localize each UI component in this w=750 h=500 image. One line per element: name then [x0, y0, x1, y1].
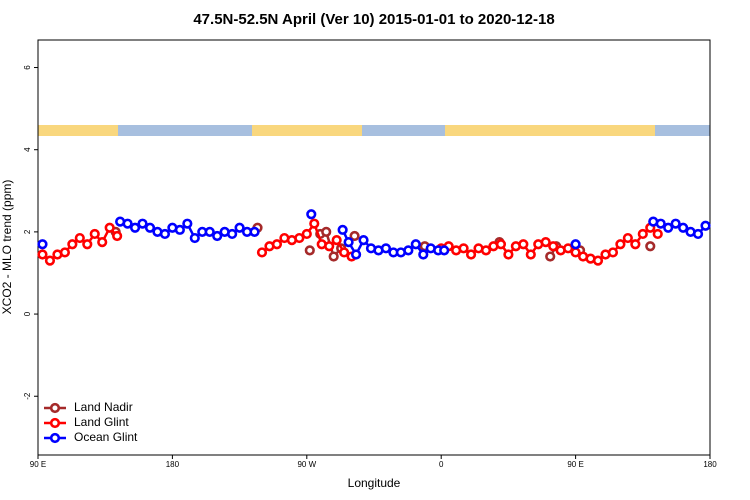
point: [540, 237, 551, 248]
x-tick-label: 90 W: [297, 460, 316, 469]
point: [545, 251, 556, 262]
y-tick-label: 2: [23, 229, 32, 234]
point: [503, 249, 514, 260]
point: [174, 224, 185, 235]
legend-label: Land Nadir: [74, 400, 133, 414]
point: [301, 228, 312, 240]
point: [403, 245, 414, 256]
point: [129, 222, 141, 233]
point: [607, 247, 619, 258]
y-tick-label: 6: [23, 65, 32, 70]
point: [306, 209, 317, 220]
point: [495, 239, 507, 250]
point: [339, 247, 350, 258]
point: [518, 239, 529, 250]
point: [343, 237, 354, 248]
chart-title: 47.5N-52.5N April (Ver 10) 2015-01-01 to…: [193, 11, 554, 28]
point: [637, 228, 648, 240]
point: [204, 226, 215, 237]
point: [137, 218, 148, 229]
point: [337, 224, 348, 235]
point: [380, 243, 392, 254]
point: [144, 222, 156, 233]
point: [97, 237, 108, 248]
point: [548, 241, 559, 252]
point: [189, 232, 200, 244]
x-tick-label: 180: [166, 460, 180, 469]
point: [234, 222, 245, 233]
point: [480, 245, 492, 256]
point: [271, 239, 283, 250]
legend-label: Land Glint: [74, 415, 129, 429]
point: [67, 239, 78, 250]
legend-marker: [49, 402, 61, 414]
point: [410, 239, 421, 250]
legend-marker: [49, 432, 61, 444]
point: [304, 245, 315, 256]
point: [328, 251, 339, 262]
plot-frame: [37, 39, 711, 456]
x-tick-label: 180: [703, 460, 717, 469]
point: [182, 218, 193, 229]
point: [350, 249, 362, 260]
point: [655, 218, 666, 229]
point: [678, 222, 689, 233]
point: [324, 241, 335, 252]
point: [358, 235, 369, 246]
point: [256, 247, 268, 258]
point: [615, 239, 626, 250]
land-mask-strip: [38, 125, 710, 136]
point: [570, 239, 581, 250]
point: [122, 218, 133, 229]
point: [104, 222, 115, 233]
x-axis-label: Longitude: [348, 476, 401, 490]
point: [331, 235, 342, 246]
point: [227, 228, 238, 240]
legend-marker: [49, 417, 61, 429]
point: [465, 249, 477, 260]
x-tick-label: 0: [439, 460, 444, 469]
point: [458, 243, 469, 254]
point: [645, 241, 656, 252]
point: [418, 249, 429, 260]
point: [309, 218, 320, 229]
point: [692, 228, 704, 240]
point: [700, 220, 711, 231]
legend-label: Ocean Glint: [74, 430, 138, 444]
y-tick-label: 4: [23, 147, 32, 152]
point: [37, 249, 48, 260]
x-tick-label: 90 E: [30, 460, 46, 469]
point: [622, 232, 633, 244]
point: [59, 247, 70, 258]
y-tick-label: 0: [23, 311, 32, 316]
point: [349, 230, 360, 242]
point: [525, 249, 536, 260]
point: [159, 228, 171, 240]
point: [112, 230, 123, 242]
point: [563, 243, 574, 254]
point: [89, 228, 100, 240]
point: [44, 255, 56, 266]
y-axis-label: XCO2 - MLO trend (ppm): [0, 180, 14, 315]
point: [630, 239, 641, 250]
point: [37, 239, 48, 250]
point: [439, 245, 450, 256]
point: [82, 239, 93, 250]
point: [212, 230, 223, 242]
point: [652, 228, 663, 240]
point: [592, 255, 604, 266]
point: [249, 226, 260, 237]
point: [294, 232, 305, 244]
point: [74, 232, 85, 244]
y-tick-label: -2: [23, 392, 32, 400]
point: [670, 218, 681, 229]
point: [663, 222, 674, 233]
x-tick-label: 90 E: [567, 460, 583, 469]
point: [321, 226, 332, 237]
